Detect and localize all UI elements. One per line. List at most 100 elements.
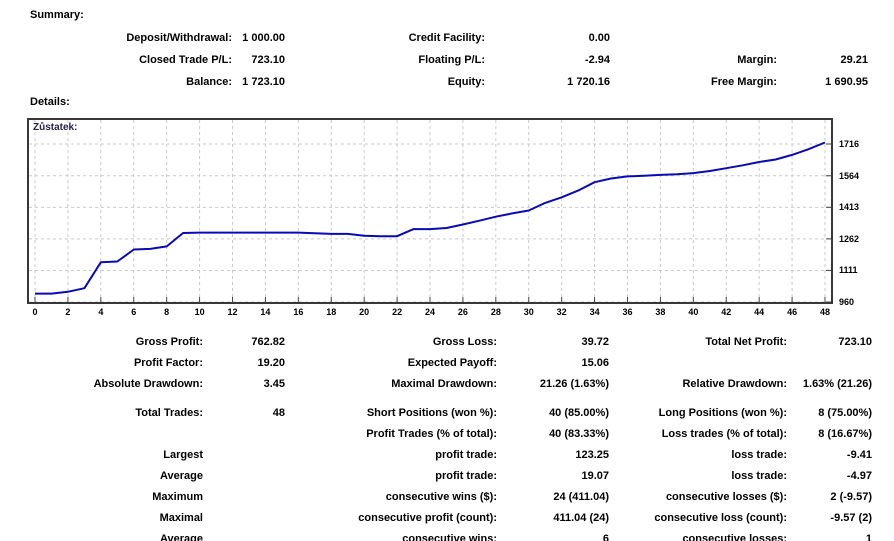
label-cell: Long Positions (won %):	[658, 407, 787, 419]
stats-row: Profit Factor: 19.20 Expected Payoff: 15.06	[0, 353, 894, 374]
x-tick-label: 26	[457, 307, 468, 317]
x-tick-label: 16	[293, 307, 304, 317]
summary-row: Balance: 1 723.10 Equity: 1 720.16 Free Marg…	[0, 71, 894, 93]
x-tick-label: 8	[164, 307, 170, 317]
value-cell: 1 720.16	[567, 76, 610, 88]
value-cell: 723.10	[838, 336, 872, 348]
x-tick-label: 12	[227, 307, 238, 317]
x-tick-label: 44	[754, 307, 765, 317]
value-cell: 48	[272, 407, 285, 419]
value-cell: -4.97	[846, 470, 872, 482]
label-cell: Equity:	[447, 76, 485, 88]
value-cell: -9.57 (2)	[830, 512, 872, 524]
value-cell: 1 723.10	[242, 76, 285, 88]
value-cell: 411.04 (24)	[553, 512, 609, 524]
value-cell	[203, 445, 285, 466]
value-cell: 8 (75.00%)	[818, 407, 872, 419]
value-cell: 15.06	[581, 357, 609, 369]
x-tick-label: 40	[688, 307, 699, 317]
value-cell: 40 (85.00%)	[549, 407, 609, 419]
stats-row: Gross Profit: 762.82 Gross Loss: 39.72 Total…	[0, 332, 894, 353]
label-cell	[610, 27, 777, 49]
label-cell: Relative Drawdown:	[682, 378, 787, 390]
stats-row: Average profit trade: 19.07 loss trade: -4.9…	[0, 466, 894, 487]
value-cell: 19.07	[581, 470, 609, 482]
label-cell: Credit Facility:	[408, 32, 485, 44]
x-tick-label: 32	[556, 307, 567, 317]
x-tick-label: 22	[392, 307, 403, 317]
stats-row: Average consecutive wins: 6 consecutive los…	[0, 529, 894, 541]
value-cell	[777, 27, 868, 49]
value-cell: 1 690.95	[825, 76, 868, 88]
value-cell: 29.21	[840, 54, 868, 66]
value-cell	[203, 424, 285, 445]
label-cell: Maximal	[159, 512, 203, 524]
balance-chart: Zůstatek: 960 1111 1262 1413 1564 1716 0 2 4 6 8 10…	[27, 118, 889, 330]
label-cell: Closed Trade P/L:	[139, 54, 232, 66]
label-cell: profit trade:	[435, 470, 497, 482]
label-cell: Deposit/Withdrawal:	[126, 32, 232, 44]
label-cell: Average	[159, 470, 203, 482]
x-tick-label: 30	[523, 307, 534, 317]
value-cell: 24 (411.04)	[553, 491, 609, 503]
stats-row: Total Trades: 48 Short Positions (won %): 4…	[0, 403, 894, 424]
balance-line	[35, 141, 826, 295]
y-tick-label: 1564	[839, 170, 860, 181]
label-cell: Margin:	[737, 54, 777, 66]
x-tick-label: 24	[424, 307, 435, 317]
stats-row: Absolute Drawdown: 3.45 Maximal Drawdown: 2…	[0, 374, 894, 395]
value-cell: 19.20	[257, 357, 285, 369]
label-cell: consecutive wins ($):	[385, 491, 497, 503]
summary-row: Deposit/Withdrawal: 1 000.00 Credit Facili…	[0, 27, 894, 49]
balance-chart-plot: Zůstatek:	[27, 118, 833, 304]
label-cell: Average	[159, 533, 203, 541]
value-cell	[203, 466, 285, 487]
label-cell: Absolute Drawdown:	[93, 378, 203, 390]
stats-row: Maximal consecutive profit (count): 411.04…	[0, 508, 894, 529]
label-cell: Loss trades (% of total):	[661, 428, 787, 440]
label-cell: consecutive profit (count):	[358, 512, 497, 524]
x-tick-label: 18	[326, 307, 337, 317]
label-cell: Floating P/L:	[418, 54, 485, 66]
x-tick-label: 46	[787, 307, 798, 317]
value-cell: 1 000.00	[242, 32, 285, 44]
value-cell: 723.10	[251, 54, 285, 66]
label-cell	[0, 424, 203, 445]
x-tick-label: 14	[260, 307, 271, 317]
y-tick-label: 1716	[839, 139, 860, 149]
label-cell: consecutive losses:	[682, 533, 787, 541]
value-cell	[203, 487, 285, 508]
x-tick-label: 34	[589, 307, 600, 317]
value-cell: 0.00	[588, 32, 610, 44]
value-cell: 1.63% (21.26)	[802, 378, 872, 390]
x-tick-label: 28	[490, 307, 501, 317]
label-cell: consecutive wins:	[402, 533, 497, 541]
value-cell: -9.41	[846, 449, 872, 461]
value-cell: 1	[865, 533, 872, 541]
summary-section-title: Summary:	[30, 9, 84, 21]
value-cell: -2.94	[584, 54, 610, 66]
label-cell: consecutive loss (count):	[654, 512, 787, 524]
stats-row: Largest profit trade: 123.25 loss trade: -9.…	[0, 445, 894, 466]
label-cell: profit trade:	[435, 449, 497, 461]
label-cell: Free Margin:	[710, 76, 777, 88]
label-cell: Short Positions (won %):	[366, 407, 497, 419]
details-section-title: Details:	[30, 96, 70, 108]
label-cell: Profit Factor:	[133, 357, 203, 369]
value-cell: 123.25	[575, 449, 609, 461]
x-tick-label: 0	[32, 307, 38, 317]
x-tick-label: 6	[131, 307, 137, 317]
label-cell: Gross Profit:	[135, 336, 203, 348]
value-cell: 40 (83.33%)	[549, 428, 609, 440]
summary-table: Deposit/Withdrawal: 1 000.00 Credit Facili…	[0, 27, 894, 93]
x-tick-label: 48	[819, 307, 830, 317]
stats-row: Profit Trades (% of total): 40 (83.33%) Lo…	[0, 424, 894, 445]
value-cell: 21.26 (1.63%)	[539, 378, 609, 390]
label-cell: loss trade:	[731, 449, 787, 461]
statistics-group-results: Gross Profit: 762.82 Gross Loss: 39.72 Total…	[0, 332, 894, 395]
label-cell: Maximal Drawdown:	[391, 378, 497, 390]
value-cell: 762.82	[251, 336, 285, 348]
value-cell: 39.72	[581, 336, 609, 348]
x-tick-label: 10	[194, 307, 205, 317]
